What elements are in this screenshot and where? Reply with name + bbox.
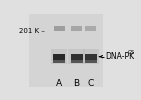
Bar xyxy=(68,49,85,64)
Bar xyxy=(53,60,65,63)
Bar xyxy=(53,54,65,60)
Text: B: B xyxy=(74,79,80,88)
Text: CS: CS xyxy=(128,50,135,55)
Bar xyxy=(54,26,65,31)
Bar xyxy=(85,26,96,31)
Bar xyxy=(85,54,97,60)
Text: A: A xyxy=(56,79,62,88)
Bar xyxy=(28,14,103,88)
Bar xyxy=(85,60,97,63)
Text: 201 K –: 201 K – xyxy=(19,28,45,34)
Bar xyxy=(71,54,83,60)
Bar xyxy=(71,60,83,63)
Text: DNA-PK: DNA-PK xyxy=(105,52,134,61)
Bar xyxy=(51,49,67,64)
Bar xyxy=(71,26,82,31)
Text: C: C xyxy=(88,79,94,88)
Bar xyxy=(83,49,99,64)
